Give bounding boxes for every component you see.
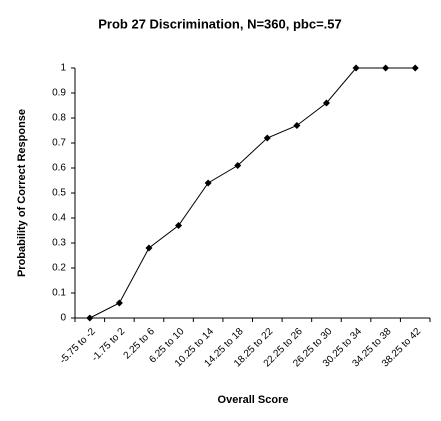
marker [204, 179, 212, 187]
marker [382, 64, 390, 72]
marker [175, 222, 183, 229]
line [89, 67, 416, 319]
y-tick-label: 0.1 [52, 288, 66, 299]
marker [86, 314, 94, 322]
marker [115, 299, 123, 307]
x-axis-title: Overall Score [218, 394, 289, 406]
marker [145, 244, 153, 252]
y-tick-label: 0.3 [52, 238, 66, 249]
y-tick-label: 0.4 [52, 213, 66, 224]
y-tick-label: 0.5 [52, 188, 66, 199]
y-axis-title: Probability of Correct Response [16, 109, 28, 277]
y-tick-label: 0.8 [52, 113, 66, 124]
marker [411, 64, 419, 72]
y-tick-label: 0.9 [52, 88, 66, 99]
marker [263, 134, 271, 142]
marker [293, 122, 301, 129]
y-tick-label: 0.7 [52, 138, 66, 149]
y-tick-label: 0 [60, 313, 66, 324]
marker [352, 64, 360, 72]
y-tick-label: 0.6 [52, 163, 66, 174]
marker [234, 162, 242, 169]
marker [322, 99, 330, 107]
y-tick-label: 1 [60, 63, 66, 74]
x-tick-label: -5.75 to -2 [58, 326, 98, 366]
y-tick-label: 0.2 [52, 263, 66, 274]
chart-title: Prob 27 Discrimination, N=360, pbc=.57 [98, 16, 341, 31]
